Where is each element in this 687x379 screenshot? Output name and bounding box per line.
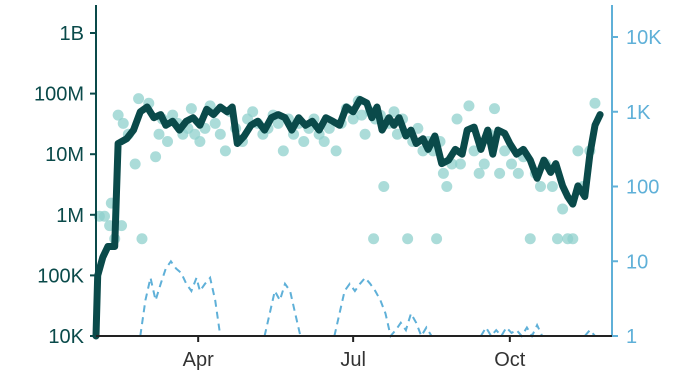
data-point bbox=[330, 145, 342, 157]
data-point bbox=[347, 113, 359, 125]
data-point bbox=[323, 122, 335, 134]
data-point bbox=[209, 117, 221, 129]
data-point bbox=[277, 145, 289, 157]
dashed-series-line bbox=[480, 322, 544, 339]
data-point bbox=[214, 128, 226, 140]
right-axis-tick-label: 100 bbox=[626, 177, 659, 199]
data-point bbox=[524, 233, 536, 245]
dashed-line-layer bbox=[139, 259, 596, 339]
data-point bbox=[488, 103, 500, 115]
data-point bbox=[451, 113, 463, 125]
right-axis-tick-label: 10 bbox=[626, 251, 648, 273]
data-point bbox=[219, 145, 231, 157]
data-point bbox=[572, 145, 584, 157]
data-point bbox=[247, 106, 259, 118]
dashed-series-line bbox=[139, 259, 222, 337]
data-point bbox=[162, 135, 174, 147]
data-point bbox=[153, 128, 165, 140]
right-axis-tick-label: 1K bbox=[626, 102, 651, 124]
data-point bbox=[589, 97, 601, 109]
left-axis-tick-label: 10K bbox=[48, 326, 84, 348]
data-point bbox=[194, 135, 206, 147]
data-point bbox=[534, 181, 546, 192]
x-axis-tick-label: Jul bbox=[340, 349, 366, 371]
data-point bbox=[117, 117, 129, 129]
data-point bbox=[478, 158, 490, 170]
data-point bbox=[463, 100, 475, 112]
x-axis-tick-label: Apr bbox=[183, 349, 214, 371]
data-point bbox=[150, 151, 162, 163]
left-axis-tick-label: 10M bbox=[45, 144, 84, 166]
data-point bbox=[129, 158, 141, 170]
dashed-series-line bbox=[263, 281, 302, 337]
data-point bbox=[368, 233, 380, 245]
data-point bbox=[552, 233, 564, 245]
data-point bbox=[402, 233, 414, 245]
data-point bbox=[359, 128, 371, 140]
x-axis-ticks: Apr Jul Oct bbox=[183, 336, 526, 371]
dashed-series-line bbox=[333, 276, 433, 339]
main-line-layer bbox=[92, 96, 604, 340]
data-point bbox=[499, 145, 511, 157]
data-point bbox=[567, 233, 579, 245]
axes-layer: 1B 100M 10M 1M 100K 10K 10K 1K 100 10 1 Apr Jul Oct bbox=[34, 5, 662, 371]
data-point bbox=[473, 167, 485, 179]
data-point bbox=[441, 181, 453, 192]
scatter-points-layer bbox=[93, 93, 601, 245]
data-point bbox=[437, 167, 449, 179]
data-point bbox=[388, 106, 400, 118]
data-point bbox=[185, 103, 197, 115]
left-axis-tick-label: 100K bbox=[37, 265, 84, 287]
data-point bbox=[272, 117, 284, 129]
dashed-series-line bbox=[584, 328, 596, 337]
x-axis-tick-label: Oct bbox=[494, 349, 526, 371]
data-point bbox=[468, 145, 480, 157]
data-point bbox=[512, 167, 524, 179]
right-axis-tick-label: 1 bbox=[626, 326, 637, 348]
data-point bbox=[133, 93, 145, 105]
data-point bbox=[136, 233, 148, 245]
data-point bbox=[506, 158, 518, 170]
data-point bbox=[391, 128, 403, 140]
data-point bbox=[378, 181, 390, 192]
right-axis-ticks: 10K 1K 100 10 1 bbox=[612, 27, 662, 348]
data-point bbox=[431, 233, 443, 245]
left-axis-tick-label: 100M bbox=[34, 84, 84, 106]
data-point bbox=[454, 158, 466, 170]
main-series-line bbox=[92, 96, 604, 340]
right-axis-tick-label: 10K bbox=[626, 27, 662, 49]
data-point bbox=[546, 181, 558, 192]
data-point bbox=[167, 109, 179, 121]
data-point bbox=[356, 109, 368, 121]
left-axis-tick-label: 1B bbox=[60, 23, 84, 45]
data-point bbox=[494, 167, 506, 179]
left-axis-tick-label: 1M bbox=[56, 205, 84, 227]
left-axis-ticks: 1B 100M 10M 1M 100K 10K bbox=[34, 23, 96, 348]
data-point bbox=[557, 203, 569, 215]
data-point bbox=[298, 135, 310, 147]
data-point bbox=[112, 109, 124, 121]
data-point bbox=[318, 135, 330, 147]
data-point bbox=[99, 210, 111, 222]
